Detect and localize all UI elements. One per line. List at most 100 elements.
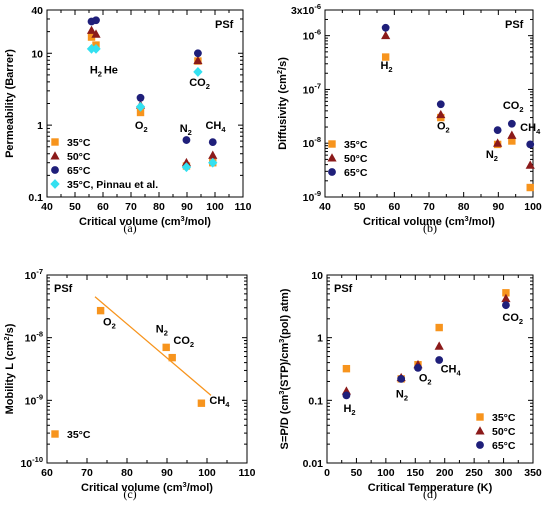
legend-label: 65°C [492,440,516,452]
x-tick-label: 100 [206,201,224,213]
panel-label: (b) [423,221,437,235]
data-point [435,356,444,364]
x-tick-label: 70 [81,467,93,479]
data-point [414,363,422,372]
panel-c: 60 70 80 90 100 110 10-10 10-9 10-8 10-7 Critical … [2,267,256,501]
panel-d: 0 50 100 150 200 250 300 350 0.01 0.1 1 10 Critical … [277,270,542,501]
x-tick-label: 100 [198,467,216,479]
data-point [436,100,445,109]
data-point [508,137,516,145]
y-tick-label: 10-9 [25,392,43,407]
x-tick-label: 100 [524,201,542,213]
x-axis-title: Critical volume (cm3/mol) [79,214,211,229]
data-point [136,108,145,117]
data-point [181,162,192,173]
data-point [381,23,390,32]
legend-marker [475,426,485,435]
y-axis-title: Permeability (Barrer) [4,49,16,158]
gas-label: CO2 [503,100,524,114]
gas-label: CO2 [173,335,194,349]
x-tick-label: 60 [97,201,109,213]
y-tick-label: 0.1 [28,192,43,204]
data-point [501,293,511,303]
data-point [435,323,443,332]
data-point [208,150,218,159]
legend-label: 50°C [492,426,516,438]
gas-label: CH4 [520,122,541,136]
y-tick-label: 10-10 [20,455,43,470]
y-tick-label: 10-8 [25,330,43,345]
gas-label: H2 [343,403,355,417]
y-tick-label: 1 [317,333,323,345]
legend-marker [51,138,59,146]
data-point [397,374,406,383]
psf-tag: PSf [334,283,353,295]
legend-label: 35°C, Pinnau et al. [67,179,158,191]
y-axis-title: Mobility L (cm2/s) [2,323,17,414]
x-tick-label: 200 [436,467,454,479]
legend-marker [50,179,60,189]
fit-line [94,296,212,396]
x-tick-label: 300 [495,467,513,479]
x-tick-label: 150 [407,467,425,479]
x-tick-label: 80 [121,467,133,479]
x-tick-label: 60 [41,467,53,479]
legend-marker [476,413,484,421]
legend-label: 35°C [492,412,516,424]
data-point [434,341,444,350]
legend-marker [328,168,336,176]
data-point [208,157,218,168]
legend-label: 35°C [344,139,368,151]
x-tick-label: 110 [239,467,256,479]
y-axis-title: S=P/D (cm3(STP)/cm3(pol) atm) [277,288,292,449]
legend-marker [328,140,336,148]
gas-label: CH4 [209,395,230,409]
y-tick-label: 10 [311,270,323,282]
x-tick-label: 60 [388,201,400,213]
legend: 35°C 50°C 65°C [327,139,368,179]
data-point [493,138,503,147]
y-tick-label: 10-7 [25,267,43,282]
gas-label: N2 [180,123,192,137]
panel-label: (d) [423,487,437,501]
legend-label: 50°C [344,153,368,165]
data-point [86,25,97,34]
gas-label: CO2 [502,312,523,326]
x-tick-label: 90 [492,201,504,213]
data-point [342,364,351,373]
data-point [168,353,176,362]
data-point [91,29,101,38]
gas-label: N2 [156,323,168,337]
data-point [502,301,510,310]
data-point [381,30,391,40]
x-tick-label: 50 [354,201,366,213]
x-tick-label: 50 [69,201,81,213]
x-tick-label: 40 [41,201,53,213]
data-point [381,53,390,61]
gas-label: O2 [135,120,148,134]
data-point [194,49,202,58]
data-point [436,109,446,119]
data-point [193,55,203,65]
x-tick-label: 100 [377,467,395,479]
legend-label: 35°C [67,137,91,149]
legend-label: 65°C [67,165,91,177]
data-point [92,16,100,25]
data-point [87,33,96,41]
x-tick-label: 80 [153,201,165,213]
legend-marker [51,166,59,174]
data-point [136,93,145,102]
data-point [91,44,101,54]
data-point [162,343,170,352]
gas-label: CH4 [441,363,462,377]
gas-label: N2 [486,149,498,163]
data-point [182,136,191,144]
legend: 35°C 50°C 65°C 35°C, Pinnau et al. [50,137,158,191]
legend-label: 35°C [67,429,91,441]
legend-marker [50,151,60,160]
y-tick-label: 10-8 [303,135,321,150]
gas-label: O2 [419,372,432,386]
legend-marker [327,153,337,162]
